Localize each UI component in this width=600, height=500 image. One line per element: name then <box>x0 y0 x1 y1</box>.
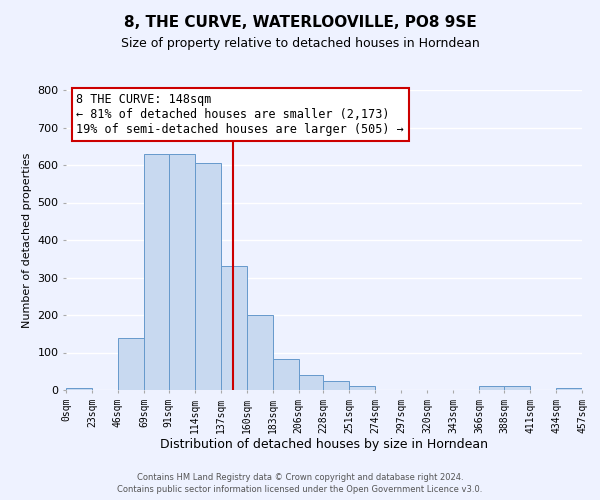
Bar <box>349 386 376 390</box>
Text: Contains HM Land Registry data © Crown copyright and database right 2024.
Contai: Contains HM Land Registry data © Crown c… <box>118 473 482 494</box>
Text: 8 THE CURVE: 148sqm
← 81% of detached houses are smaller (2,173)
19% of semi-det: 8 THE CURVE: 148sqm ← 81% of detached ho… <box>76 93 404 136</box>
Bar <box>556 388 582 390</box>
Bar <box>66 388 92 390</box>
Bar <box>169 154 195 390</box>
Bar <box>195 163 221 390</box>
Y-axis label: Number of detached properties: Number of detached properties <box>22 152 32 328</box>
Bar <box>504 386 530 390</box>
Bar <box>272 359 299 390</box>
Text: 8, THE CURVE, WATERLOOVILLE, PO8 9SE: 8, THE CURVE, WATERLOOVILLE, PO8 9SE <box>124 15 476 30</box>
Bar <box>221 266 247 390</box>
Bar <box>144 154 169 390</box>
Bar <box>479 386 504 390</box>
Bar <box>299 375 323 390</box>
X-axis label: Distribution of detached houses by size in Horndean: Distribution of detached houses by size … <box>160 438 488 452</box>
Bar <box>247 315 272 390</box>
Text: Size of property relative to detached houses in Horndean: Size of property relative to detached ho… <box>121 38 479 51</box>
Bar <box>323 380 349 390</box>
Bar <box>118 338 144 390</box>
